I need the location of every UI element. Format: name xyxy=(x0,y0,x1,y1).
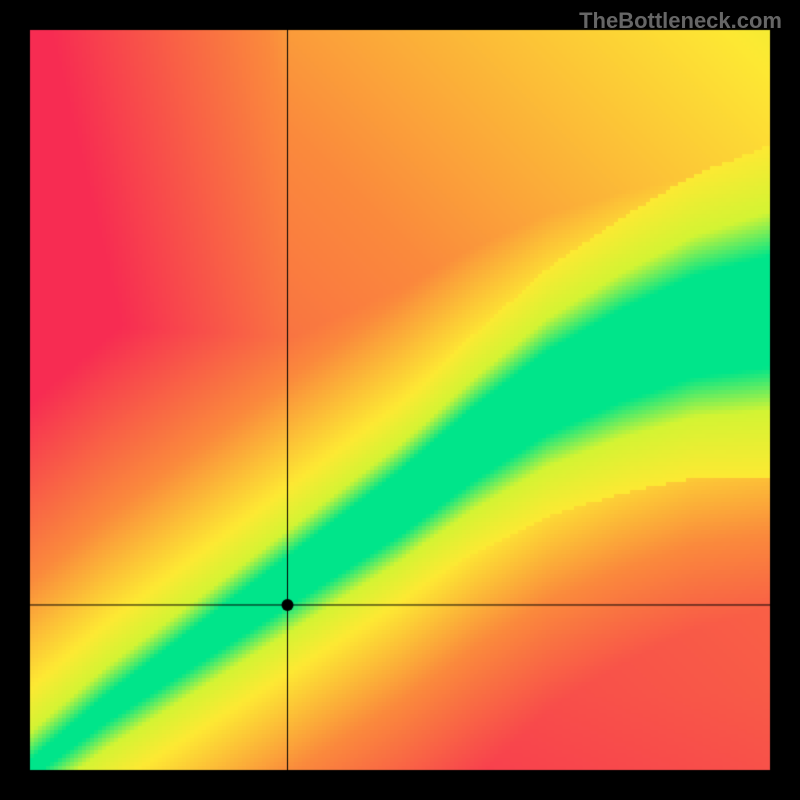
bottleneck-heatmap xyxy=(0,0,800,800)
watermark-text: TheBottleneck.com xyxy=(579,8,782,34)
